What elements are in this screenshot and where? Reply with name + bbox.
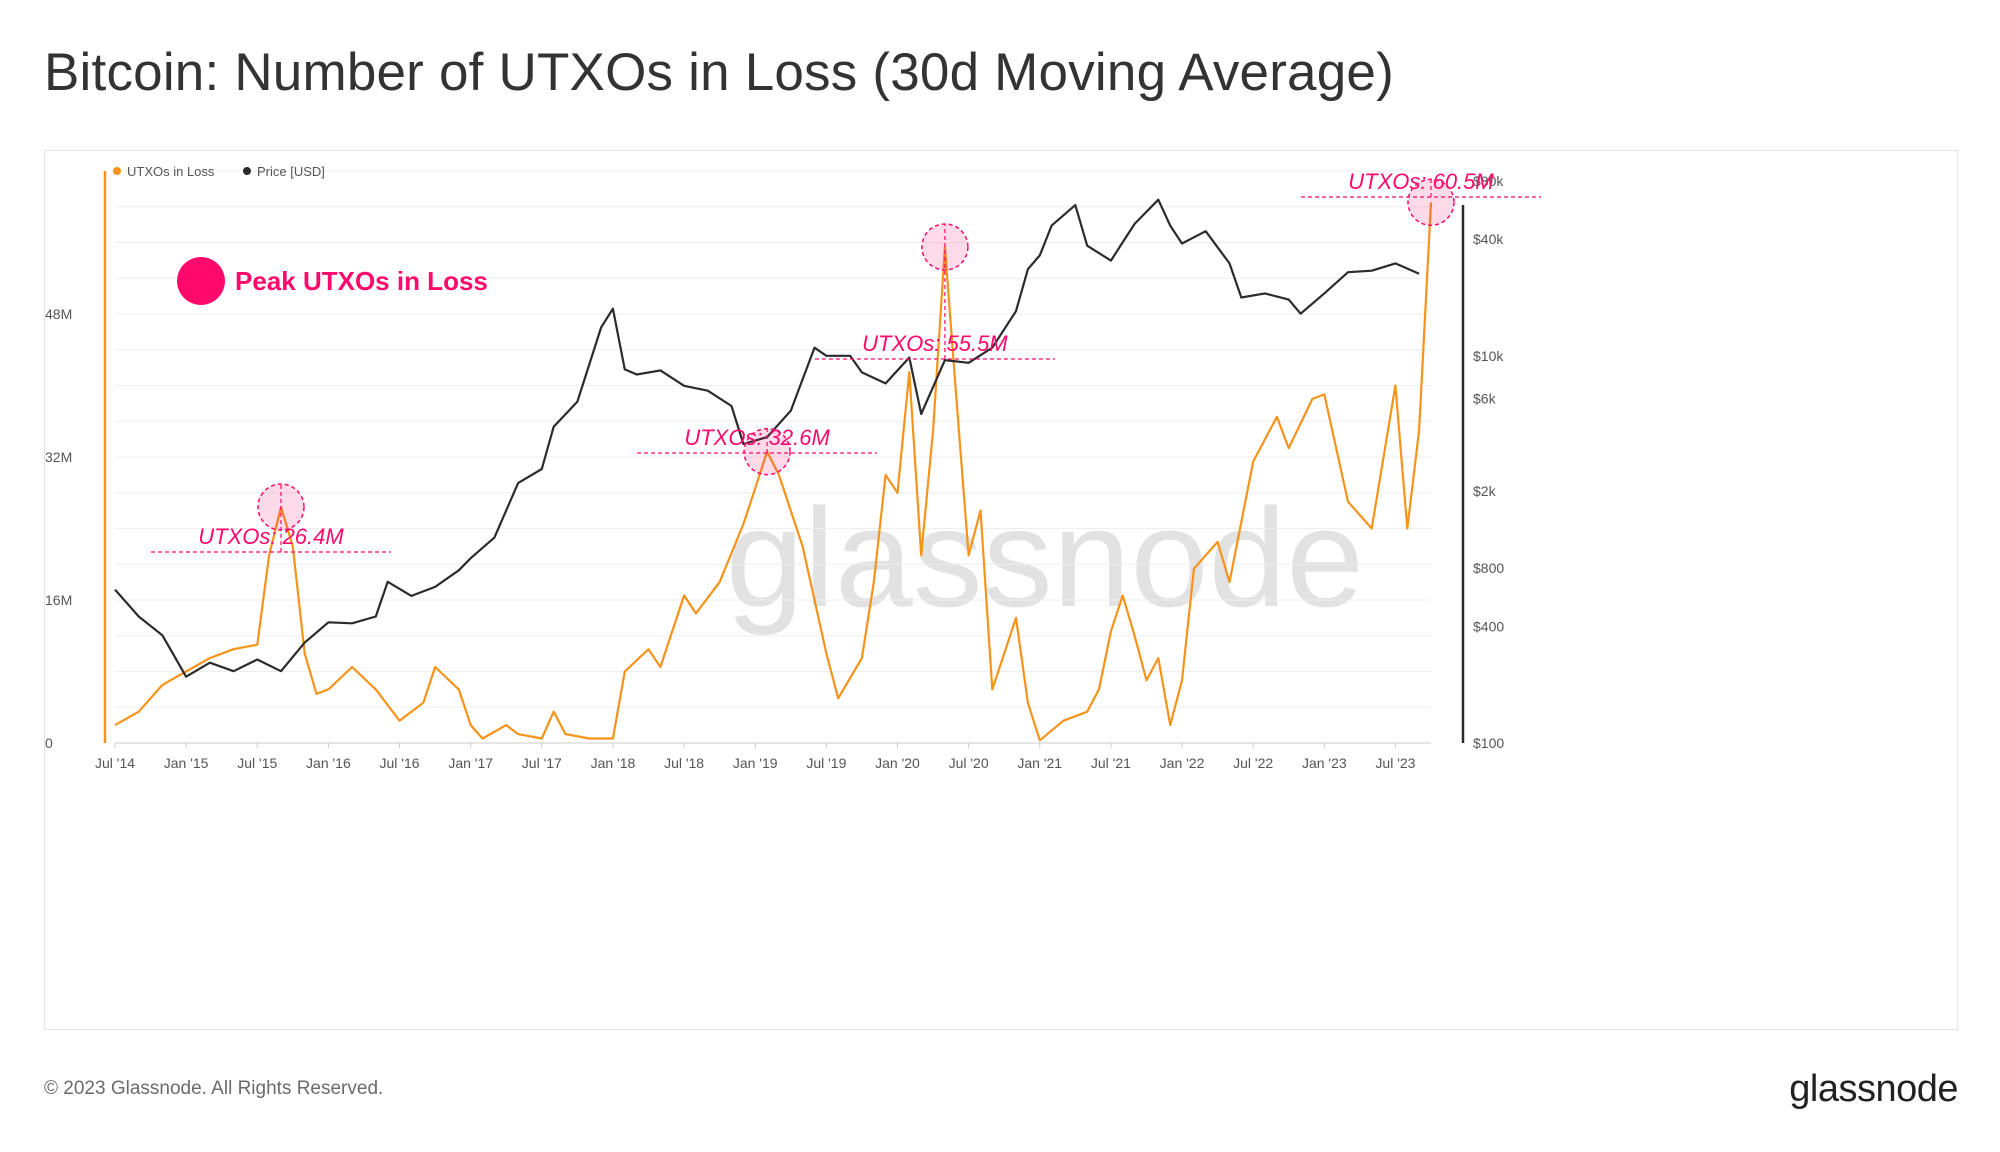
copyright-text: © 2023 Glassnode. All Rights Reserved. — [44, 1078, 384, 1099]
grid — [115, 170, 1431, 744]
x-tick-label: Jan '20 — [875, 755, 920, 771]
y-right-tick-label: $10k — [1473, 348, 1504, 364]
glassnode-logo: glassnode — [1789, 1068, 1958, 1110]
y-left-tick-label: 0 — [45, 735, 53, 751]
x-tick-label: Jan '22 — [1160, 755, 1205, 771]
y-left-tick-label: 32M — [45, 449, 72, 465]
y-right-tick-label: $400 — [1473, 618, 1504, 634]
y-right-tick-label: $100 — [1473, 735, 1504, 751]
utxo-in-loss-line — [114, 202, 1433, 742]
annotations: UTXOs: 60.5M UTXOs: 55.5M UTXOs: 32.6M UTXO… — [150, 169, 1541, 553]
legend-label: UTXOs in Loss — [127, 164, 215, 179]
peak-marker — [1407, 178, 1455, 227]
y-right-tick-label: $80k — [1473, 173, 1504, 189]
x-tick-label: Jul '19 — [806, 755, 846, 771]
x-tick-label: Jan '17 — [448, 755, 493, 771]
y-left-tick-label: 48M — [45, 306, 72, 322]
y-right-tick-label: $6k — [1473, 391, 1497, 407]
callout-legend-dot — [177, 257, 225, 305]
x-tick-label: Jan '21 — [1017, 755, 1062, 771]
y-left-tick-label: 16M — [45, 592, 72, 608]
peak-callout-label: UTXOs: 26.4M — [198, 524, 344, 549]
x-tick-label: Jul '23 — [1375, 755, 1415, 771]
watermark: glassnode — [726, 479, 1364, 636]
x-tick-label: Jan '18 — [591, 755, 636, 771]
legend-label: Price [USD] — [257, 164, 325, 179]
price-line — [114, 198, 1420, 678]
x-tick-label: Jan '19 — [733, 755, 778, 771]
legend: UTXOs in Loss Price [USD] Peak UTXOs in Lo… — [113, 164, 488, 305]
x-tick-label: Jan '15 — [164, 755, 209, 771]
x-tick-label: Jan '23 — [1302, 755, 1347, 771]
x-tick-label: Jul '22 — [1233, 755, 1273, 771]
x-tick-label: Jul '21 — [1091, 755, 1131, 771]
peak-callout-label: UTXOs: 60.5M — [1348, 169, 1494, 194]
chart-frame: glassnode 0 16M 32M 48M $100 $400 $800 $2k $6k $1… — [44, 150, 1958, 1030]
legend-swatch — [243, 167, 251, 175]
peak-callout-label: UTXOs: 55.5M — [862, 331, 1008, 356]
x-tick-label: Jul '14 — [95, 755, 135, 771]
y-right-tick-label: $40k — [1473, 231, 1504, 247]
x-tick-label: Jul '17 — [522, 755, 562, 771]
x-tick-label: Jul '18 — [664, 755, 704, 771]
y-right-tick-label: $2k — [1473, 483, 1497, 499]
y-right-tick-label: $800 — [1473, 560, 1504, 576]
x-tick-label: Jul '16 — [380, 755, 420, 771]
series-layer — [114, 198, 1433, 742]
axes: 0 16M 32M 48M $100 $400 $800 $2k $6k $10k $40k $80k… — [45, 171, 1504, 771]
x-tick-label: Jul '20 — [949, 755, 989, 771]
callout-legend-label: Peak UTXOs in Loss — [235, 266, 488, 296]
page-title: Bitcoin: Number of UTXOs in Loss (30d Mo… — [44, 43, 1394, 102]
legend-swatch — [113, 167, 121, 175]
chart: glassnode 0 16M 32M 48M $100 $400 $800 $2k $6k $1… — [45, 164, 1541, 771]
peak-callout-label: UTXOs: 32.6M — [684, 425, 830, 450]
x-tick-label: Jul '15 — [237, 755, 277, 771]
x-tick-label: Jan '16 — [306, 755, 351, 771]
